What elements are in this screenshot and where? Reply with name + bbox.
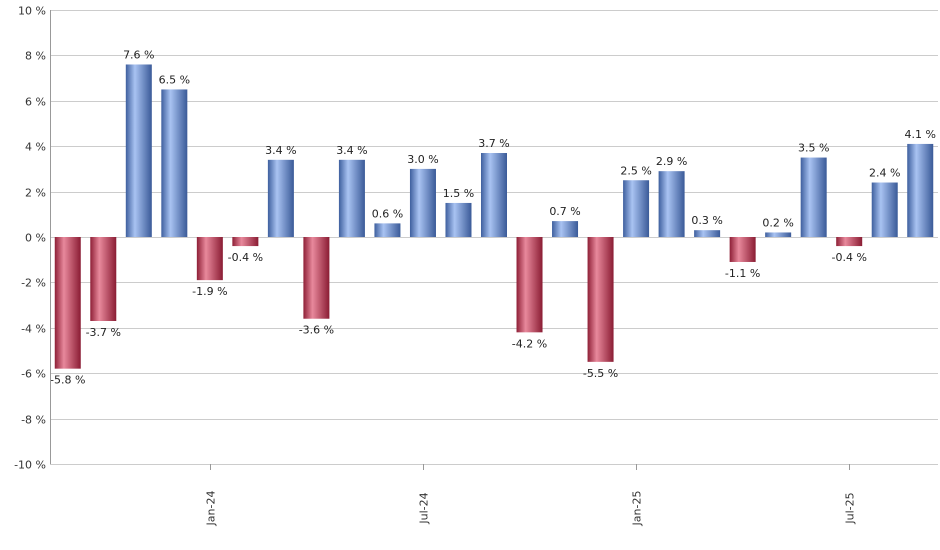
bar-value-label: 3.4 % xyxy=(336,144,367,157)
bar-value-label: -3.7 % xyxy=(86,326,121,339)
bar-value-label: -0.4 % xyxy=(831,251,866,264)
bar xyxy=(587,237,614,362)
x-tick-label: Jul-25 xyxy=(844,492,857,524)
bar-value-label: 1.5 % xyxy=(443,187,474,200)
data-labels: -5.8 % -3.7 % 7.6 % 6.5 % -1.9 % -0.4 % 3.4 % -… xyxy=(50,48,936,386)
bar xyxy=(338,159,365,237)
bar-value-label: 0.6 % xyxy=(372,207,403,220)
bar xyxy=(196,237,223,281)
bar xyxy=(694,230,721,237)
bar-value-label: -3.6 % xyxy=(299,324,334,337)
bar-value-label: -1.9 % xyxy=(192,285,227,298)
bar xyxy=(232,237,259,247)
bar xyxy=(125,64,152,237)
bar xyxy=(552,221,579,237)
bar xyxy=(871,182,898,237)
bar xyxy=(729,237,756,262)
x-tick-label: Jan-25 xyxy=(631,491,644,527)
y-tick-label: -4 % xyxy=(21,323,46,336)
y-tick-label: -2 % xyxy=(21,277,46,290)
bar xyxy=(765,232,792,237)
x-tick-label: Jan-24 xyxy=(205,491,218,527)
y-tick-label: 8 % xyxy=(25,50,46,63)
bar-value-label: 2.5 % xyxy=(620,164,651,177)
bar xyxy=(836,237,863,247)
bar xyxy=(445,202,472,237)
bar-value-label: 0.2 % xyxy=(762,216,793,229)
bar xyxy=(907,143,934,237)
bar-value-label: 2.4 % xyxy=(869,167,900,180)
x-tick-label: Jul-24 xyxy=(418,492,431,524)
y-tick-label: -10 % xyxy=(14,459,46,472)
y-tick-label: -8 % xyxy=(21,414,46,427)
bar-value-label: 0.3 % xyxy=(691,214,722,227)
y-tick-label: 2 % xyxy=(25,187,46,200)
bar xyxy=(623,180,650,237)
bar xyxy=(800,157,827,237)
bar-value-label: 6.5 % xyxy=(159,73,190,86)
bar-value-label: 3.0 % xyxy=(407,153,438,166)
bar xyxy=(516,237,543,333)
bar xyxy=(481,153,507,237)
bar-value-label: 0.7 % xyxy=(549,205,580,218)
bar-value-label: -4.2 % xyxy=(512,337,547,350)
bar-value-label: 2.9 % xyxy=(656,155,687,168)
y-tick-label: -6 % xyxy=(21,368,46,381)
bar-value-label: -1.1 % xyxy=(725,267,760,280)
bar-value-label: 3.5 % xyxy=(798,142,829,155)
axes: 10 % 8 % 6 % 4 % 2 % 0 % -2 % -4 % -6 % -8 % -10 %… xyxy=(14,5,856,527)
bar-value-label: 7.6 % xyxy=(123,48,154,61)
bar xyxy=(54,237,81,369)
bar xyxy=(303,237,330,319)
bar xyxy=(374,223,401,237)
bars xyxy=(54,64,934,369)
y-tick-label: 6 % xyxy=(25,96,46,109)
bar xyxy=(409,168,436,237)
y-tick-label: 0 % xyxy=(25,232,46,245)
y-tick-label: 4 % xyxy=(25,141,46,154)
y-tick-label: 10 % xyxy=(18,5,46,18)
bar xyxy=(658,171,685,237)
bar-value-label: 3.7 % xyxy=(478,137,509,150)
bar xyxy=(90,237,117,321)
bar-value-label: -5.8 % xyxy=(50,374,85,387)
bar-value-label: 3.4 % xyxy=(265,144,296,157)
bar-value-label: -0.4 % xyxy=(228,251,263,264)
bar xyxy=(267,159,294,237)
bar xyxy=(161,89,188,237)
bar-value-label: 4.1 % xyxy=(905,128,936,141)
bar-value-label: -5.5 % xyxy=(583,367,618,380)
